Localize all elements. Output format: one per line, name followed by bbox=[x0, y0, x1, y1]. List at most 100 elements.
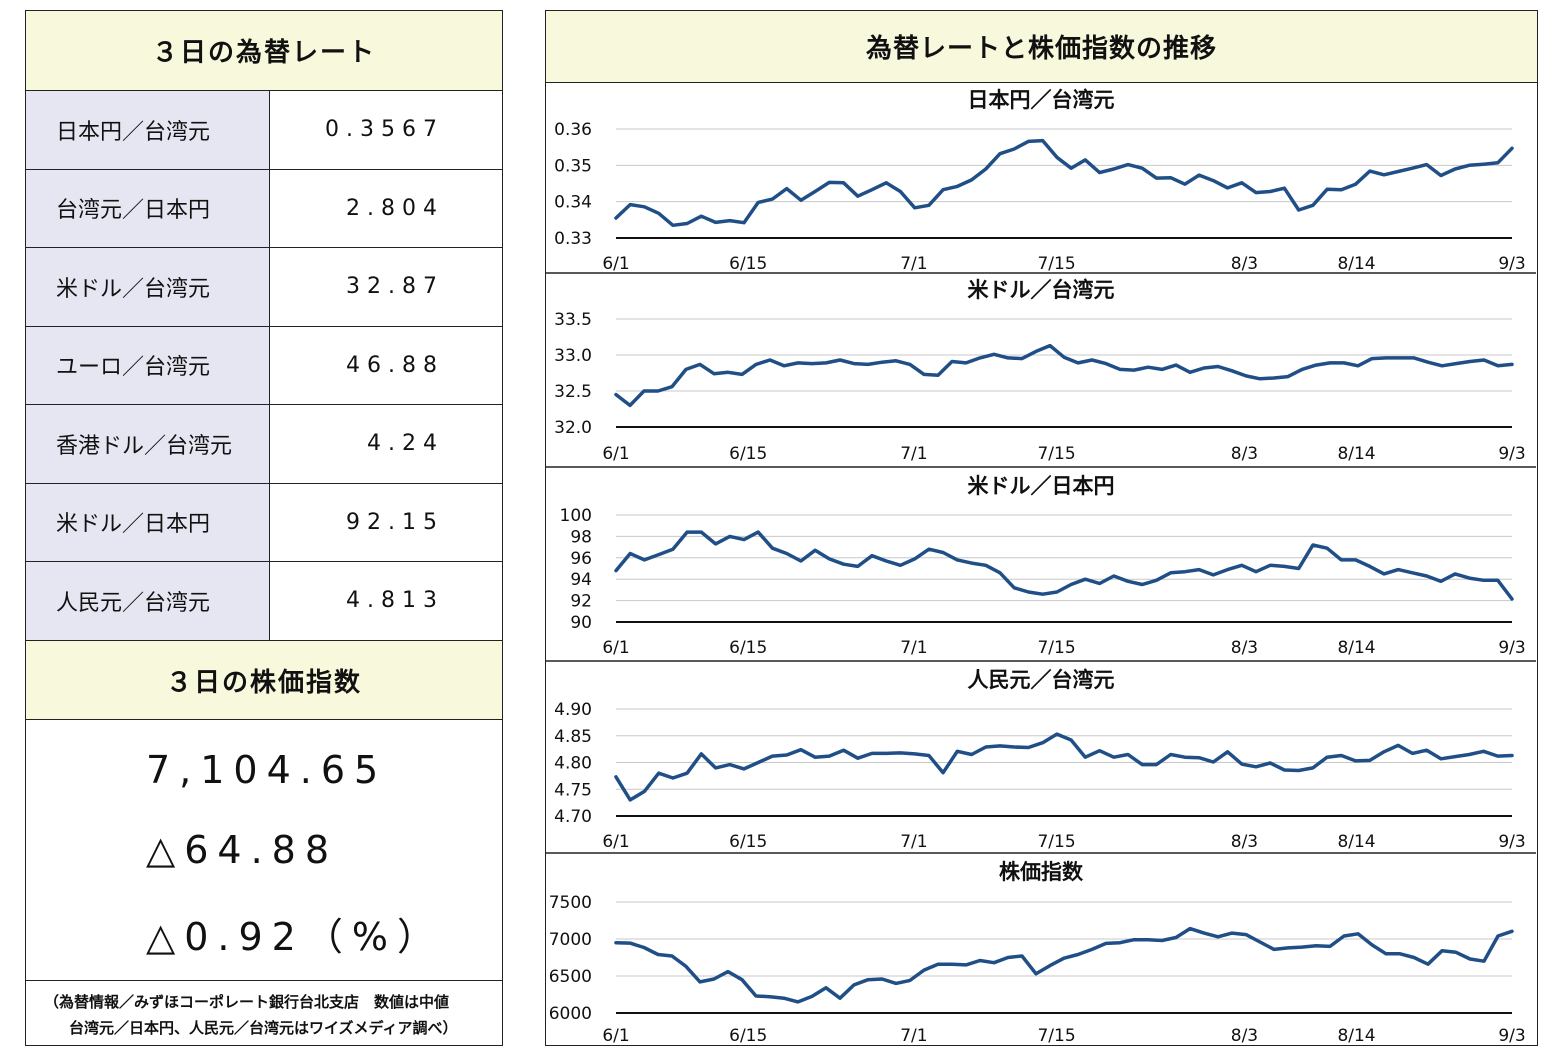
y-tick-label: 90 bbox=[570, 613, 592, 633]
y-tick-label: 94 bbox=[570, 570, 592, 590]
x-tick-label: 8/3 bbox=[1231, 254, 1258, 274]
y-tick-label: 0.36 bbox=[554, 120, 592, 140]
rates-header: ３日の為替レート bbox=[26, 11, 502, 91]
y-tick-label: 4.85 bbox=[554, 727, 592, 747]
series-line bbox=[614, 343, 1514, 408]
x-tick-label: 6/15 bbox=[729, 444, 767, 464]
x-tick-label: 7/1 bbox=[900, 444, 927, 464]
x-tick-label: 9/3 bbox=[1498, 638, 1525, 658]
x-tick-label: 7/15 bbox=[1037, 832, 1075, 852]
charts-svg: 日本円／台湾元 0.33 0.34 0.35 0.36 6/1 6/15 7/1 7/15 8/3… bbox=[546, 88, 1536, 1044]
rate-row: 日本円／台湾元 0.3567 bbox=[26, 91, 502, 170]
charts-title: 為替レートと株価指数の推移 bbox=[546, 11, 1537, 83]
y-tick-label: 6000 bbox=[549, 1004, 592, 1024]
x-tick-label: 9/3 bbox=[1498, 832, 1525, 852]
rate-value: 4.813 bbox=[346, 588, 444, 614]
series-line bbox=[614, 926, 1514, 1004]
x-tick-label: 7/1 bbox=[900, 254, 927, 274]
rate-label: ユーロ／台湾元 bbox=[26, 326, 270, 404]
rate-row: 米ドル／日本円 92.15 bbox=[26, 483, 502, 562]
rate-row: 人民元／台湾元 4.813 bbox=[26, 562, 502, 641]
rate-value: 0.3567 bbox=[325, 117, 444, 143]
y-tick-label: 0.34 bbox=[554, 193, 592, 213]
chart-title: 人民元／台湾元 bbox=[968, 668, 1115, 692]
y-tick-label: 98 bbox=[570, 527, 592, 547]
x-tick-label: 9/3 bbox=[1498, 1026, 1525, 1044]
y-tick-label: 33.0 bbox=[554, 346, 592, 366]
y-tick-label: 32.0 bbox=[554, 418, 592, 438]
rate-row: ユーロ／台湾元 46.88 bbox=[26, 326, 502, 405]
y-tick-label: 0.33 bbox=[554, 229, 592, 249]
x-tick-label: 7/15 bbox=[1037, 1026, 1075, 1044]
rate-label: 米ドル／日本円 bbox=[26, 483, 270, 561]
y-tick-label: 4.75 bbox=[554, 780, 592, 800]
rate-label: 日本円／台湾元 bbox=[26, 91, 270, 169]
stock-box: 7,104.65 △64.88 △0.92（%） bbox=[26, 720, 502, 980]
rate-label: 台湾元／日本円 bbox=[26, 169, 270, 247]
rate-row: 香港ドル／台湾元 4.24 bbox=[26, 405, 502, 484]
series-line bbox=[614, 530, 1514, 601]
stock-change-percent: △0.92（%） bbox=[146, 915, 444, 959]
chart-title: 米ドル／台湾元 bbox=[968, 278, 1115, 302]
x-tick-label: 8/3 bbox=[1231, 1026, 1258, 1044]
y-tick-label: 100 bbox=[560, 506, 592, 526]
series-line bbox=[614, 732, 1514, 802]
x-tick-label: 8/14 bbox=[1337, 1026, 1375, 1044]
y-tick-label: 4.90 bbox=[554, 700, 592, 720]
rate-label: 人民元／台湾元 bbox=[26, 562, 270, 640]
rate-label: 香港ドル／台湾元 bbox=[26, 405, 270, 483]
y-tick-label: 33.5 bbox=[554, 310, 592, 330]
stock-change-value: △64.88 bbox=[146, 828, 339, 872]
y-tick-label: 7000 bbox=[549, 930, 592, 950]
rate-row: 米ドル／台湾元 32.87 bbox=[26, 248, 502, 327]
y-tick-label: 32.5 bbox=[554, 382, 592, 402]
x-tick-label: 9/3 bbox=[1498, 254, 1525, 274]
left-panel: ３日の為替レート 日本円／台湾元 0.3567 台湾元／日本円 2.804 米ド… bbox=[25, 10, 503, 1046]
x-tick-label: 6/15 bbox=[729, 832, 767, 852]
x-tick-label: 6/1 bbox=[602, 1026, 629, 1044]
rate-value: 46.88 bbox=[346, 352, 444, 378]
x-tick-label: 6/1 bbox=[602, 444, 629, 464]
x-tick-label: 7/1 bbox=[900, 1026, 927, 1044]
footnote-line-2: 台湾元／日本円、人民元／台湾元はワイズメディア調べ） bbox=[69, 1019, 458, 1037]
footnote-line-1: （為替情報／みずほコーポレート銀行台北支店 数値は中値 bbox=[44, 993, 450, 1011]
x-tick-label: 6/1 bbox=[602, 638, 629, 658]
stock-header: ３日の株価指数 bbox=[26, 640, 502, 720]
footnote: （為替情報／みずほコーポレート銀行台北支店 数値は中値 台湾元／日本円、人民元／… bbox=[26, 980, 502, 1047]
x-tick-label: 8/3 bbox=[1231, 444, 1258, 464]
series-line bbox=[614, 138, 1514, 228]
x-tick-label: 6/15 bbox=[729, 1026, 767, 1044]
y-tick-label: 4.70 bbox=[554, 807, 592, 827]
y-tick-label: 6500 bbox=[549, 967, 592, 987]
y-tick-label: 7500 bbox=[549, 893, 592, 913]
y-tick-label: 4.80 bbox=[554, 754, 592, 774]
x-tick-label: 8/14 bbox=[1337, 254, 1375, 274]
x-tick-label: 8/3 bbox=[1231, 832, 1258, 852]
x-tick-label: 8/3 bbox=[1231, 638, 1258, 658]
x-tick-label: 9/3 bbox=[1498, 444, 1525, 464]
x-tick-label: 7/15 bbox=[1037, 638, 1075, 658]
rate-value: 92.15 bbox=[346, 509, 444, 535]
x-tick-label: 7/15 bbox=[1037, 444, 1075, 464]
rate-value: 2.804 bbox=[346, 195, 444, 221]
x-tick-label: 6/15 bbox=[729, 254, 767, 274]
rate-label: 米ドル／台湾元 bbox=[26, 248, 270, 326]
x-tick-label: 7/1 bbox=[900, 832, 927, 852]
x-tick-label: 7/1 bbox=[900, 638, 927, 658]
x-tick-label: 7/15 bbox=[1037, 254, 1075, 274]
rates-table: 日本円／台湾元 0.3567 台湾元／日本円 2.804 米ドル／台湾元 32.… bbox=[26, 91, 502, 641]
rate-value: 32.87 bbox=[346, 274, 444, 300]
rate-value: 4.24 bbox=[367, 431, 444, 457]
x-tick-label: 6/1 bbox=[602, 254, 629, 274]
chart-title: 株価指数 bbox=[999, 860, 1084, 884]
rate-row: 台湾元／日本円 2.804 bbox=[26, 169, 502, 248]
chart-title: 日本円／台湾元 bbox=[968, 88, 1115, 112]
x-tick-label: 8/14 bbox=[1337, 638, 1375, 658]
stock-index-value: 7,104.65 bbox=[146, 748, 388, 792]
y-tick-label: 96 bbox=[570, 549, 592, 569]
y-tick-label: 92 bbox=[570, 592, 592, 612]
x-tick-label: 8/14 bbox=[1337, 832, 1375, 852]
x-tick-label: 6/1 bbox=[602, 832, 629, 852]
right-panel: 為替レートと株価指数の推移 日本円／台湾元 0.33 0.34 0.35 0.36 6/1… bbox=[545, 10, 1538, 1046]
chart-title: 米ドル／日本円 bbox=[968, 474, 1115, 498]
